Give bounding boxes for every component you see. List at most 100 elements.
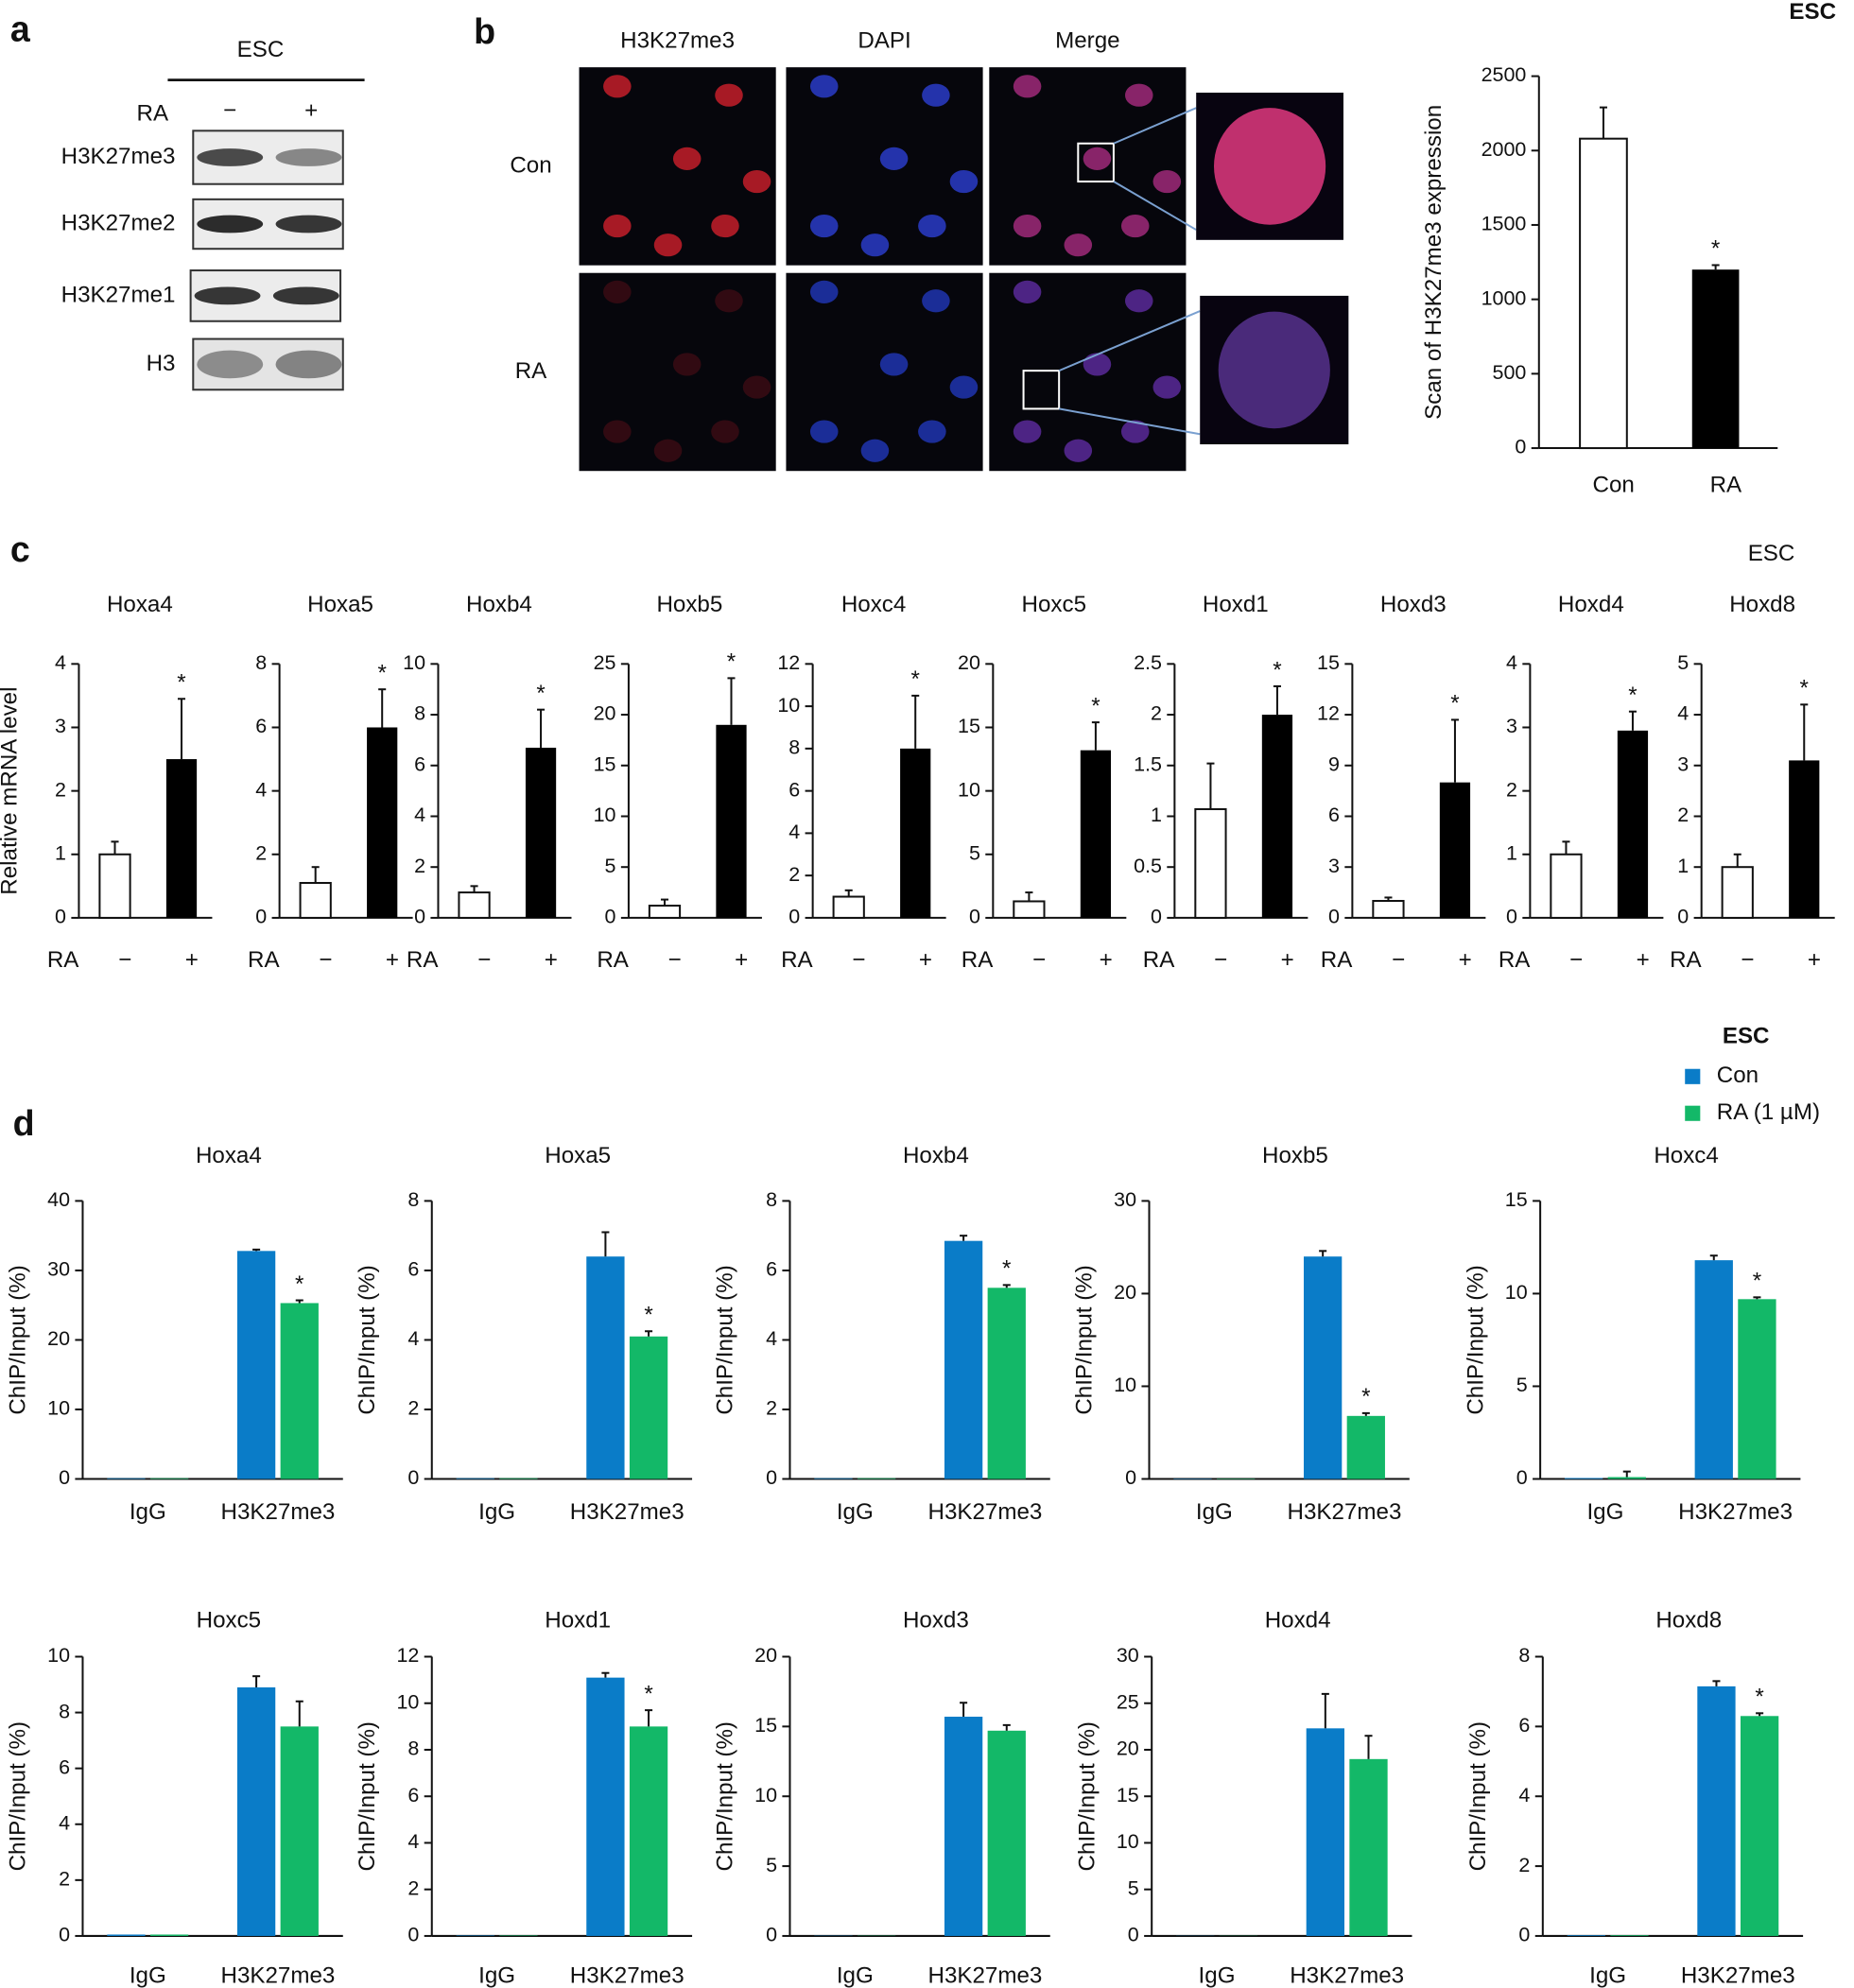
y-tick-label: 20 [1117,1737,1139,1760]
x-tick-label: IgG [1199,1962,1236,1988]
bar [1740,1716,1779,1936]
y-tick-label: 10 [47,1644,70,1667]
y-tick-label: 2500 [1481,63,1527,86]
blot-row-label: H3K27me1 [61,282,176,307]
y-tick-label: 2 [414,855,425,877]
bar [367,727,398,918]
legend-title: ESC [1723,1024,1770,1049]
y-tick-label: 8 [788,736,800,759]
y-tick-label: 0 [1515,436,1526,458]
chart-title: Hoxd3 [903,1607,969,1633]
y-tick-label: 2 [1518,1854,1530,1876]
y-tick-label: 15 [958,715,980,737]
nucleus [653,439,683,462]
y-axis-label: ChIP/Input (%) [6,1265,31,1414]
bar [1261,715,1293,918]
bar [814,1478,853,1479]
y-tick-label: 6 [255,715,267,737]
chart-title: Hoxd4 [1558,592,1624,617]
bar [900,748,931,918]
significance: * [644,1681,653,1706]
x-tick-label: H3K27me3 [221,1499,336,1525]
y-tick-label: 10 [754,1784,777,1806]
nucleus [715,289,743,313]
bar [944,1240,983,1479]
y-tick-label: 2 [59,1868,70,1891]
y-tick-label: 20 [47,1327,70,1350]
bar [944,1717,983,1936]
nucleus [653,233,683,257]
nucleus [949,169,979,194]
significance: * [377,660,387,685]
zoom-line [1113,181,1197,231]
significance: * [1800,676,1810,701]
nucleus [879,147,909,170]
x-tick-label: H3K27me3 [1681,1962,1795,1988]
x-tick-label: Con [1593,473,1635,498]
y-axis-label: ChIP/Input (%) [1465,1721,1491,1871]
bar [1697,1685,1736,1936]
bar [280,1303,319,1479]
y-tick-label: 0 [605,906,616,928]
bar [1789,760,1820,918]
bar [629,1726,668,1936]
x-tick-label: H3K27me3 [1678,1499,1793,1525]
bar [456,1478,494,1479]
nucleus [1124,289,1153,313]
bar [1306,1728,1344,1936]
chart-title: Hoxa5 [307,592,373,617]
y-tick-label: 2 [407,1397,419,1420]
y-tick-label: 1.5 [1134,752,1162,775]
y-tick-label: 30 [1117,1644,1139,1667]
bar [165,759,198,918]
x-axis-label: RA [1670,947,1702,973]
blot-treatment: RA [137,100,169,126]
x-tick-label: IgG [478,1962,515,1988]
significance: * [1711,236,1721,262]
y-tick-label: 0 [1677,906,1689,928]
y-tick-label: 5 [766,1854,777,1876]
y-tick-label: 10 [958,778,980,801]
y-tick-label: 2 [788,863,800,886]
chart-title: Hoxa4 [196,1143,262,1168]
y-tick-label: 0 [1516,1466,1528,1489]
zoom-line [1058,407,1201,436]
y-axis-label: ChIP/Input (%) [355,1721,380,1871]
x-tick-label: − [477,947,491,973]
chart-title: Hoxc5 [1022,592,1086,617]
x-tick-label: − [1741,947,1754,973]
y-tick-label: 4 [55,651,66,674]
y-tick-label: 0 [414,906,425,928]
y-tick-label: 40 [47,1188,70,1211]
significance: * [1450,691,1460,717]
y-tick-label: 6 [1328,804,1340,826]
x-tick-label: − [1569,947,1583,973]
panel-label: c [10,529,30,569]
bar [1080,750,1112,918]
nucleus [1152,169,1182,194]
y-tick-label: 3 [1506,715,1517,737]
x-tick-label: IgG [1196,1499,1233,1525]
bar [716,724,747,918]
significance: * [1628,683,1637,708]
y-axis-label: ChIP/Input (%) [713,1721,738,1871]
panel-label: d [13,1103,35,1143]
chart-title: ESC [1789,0,1836,25]
y-tick-label: 10 [1117,1830,1139,1853]
x-tick-label: H3K27me3 [928,1962,1043,1988]
y-tick-label: 30 [47,1258,70,1281]
y-tick-label: 4 [414,804,425,826]
y-tick-label: 0 [766,1466,777,1489]
x-tick-label: − [852,947,865,973]
significance: * [1091,693,1100,718]
y-tick-label: 2 [407,1876,419,1899]
zoom-line [1058,310,1201,372]
y-axis-label: ChIP/Input (%) [355,1265,380,1414]
y-tick-label: 30 [1114,1188,1136,1211]
image-row-label: Con [510,152,551,178]
nucleus [603,420,632,443]
bar [107,1934,146,1936]
x-axis-label: RA [1499,947,1531,973]
significance: * [536,681,546,706]
